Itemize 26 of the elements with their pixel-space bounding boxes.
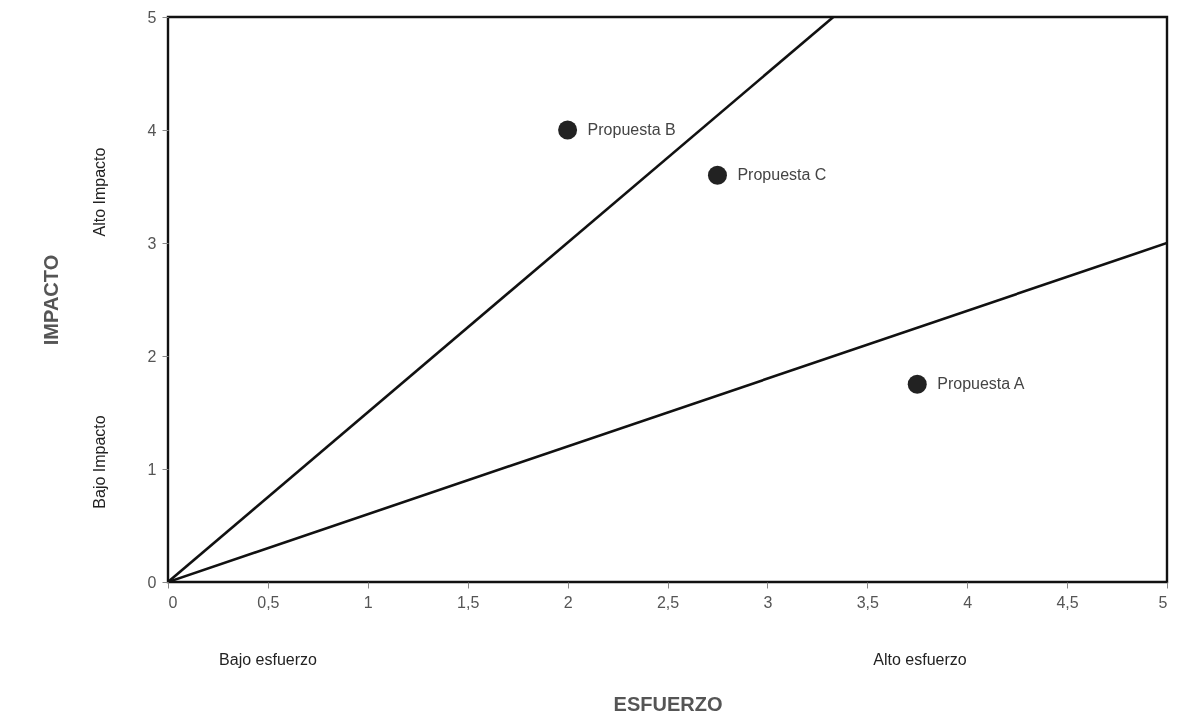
series-label: Propuesta C <box>737 166 827 184</box>
text: Alto Impacto <box>91 147 108 237</box>
x-tick-label: 2 <box>563 593 573 611</box>
y-tick-label: 3 <box>147 234 157 252</box>
series-label: Propuesta A <box>937 375 1025 393</box>
series-label: Propuesta B <box>587 121 676 138</box>
x-tick-label: 0 <box>168 593 178 611</box>
text: Bajo esfuerzo <box>219 651 318 668</box>
x-tick-label: 3,5 <box>856 593 880 611</box>
text: Bajo Impacto <box>91 415 108 509</box>
x-tick-label: 3 <box>763 593 773 611</box>
y-tick-label: 1 <box>147 460 157 478</box>
x-tick-label: 0,5 <box>257 593 280 611</box>
y-axis-title: IMPACTO <box>39 254 62 346</box>
x-tick-label: 1,5 <box>457 593 480 611</box>
y-tick-label: 5 <box>147 8 157 26</box>
x-tick-label: 4 <box>963 593 973 611</box>
x-tick-label: 2,5 <box>656 593 680 611</box>
y-tick-label: 4 <box>147 121 157 139</box>
x-tick-label: 5 <box>1158 593 1168 611</box>
y-tick-label: 2 <box>147 347 157 365</box>
x-axis-title: ESFUERZO <box>613 692 723 715</box>
text: Alto esfuerzo <box>873 651 967 668</box>
x-tick-label: 1 <box>363 593 373 611</box>
x-tick-label: 4,5 <box>1056 593 1079 611</box>
y-tick-label: 0 <box>147 573 157 591</box>
